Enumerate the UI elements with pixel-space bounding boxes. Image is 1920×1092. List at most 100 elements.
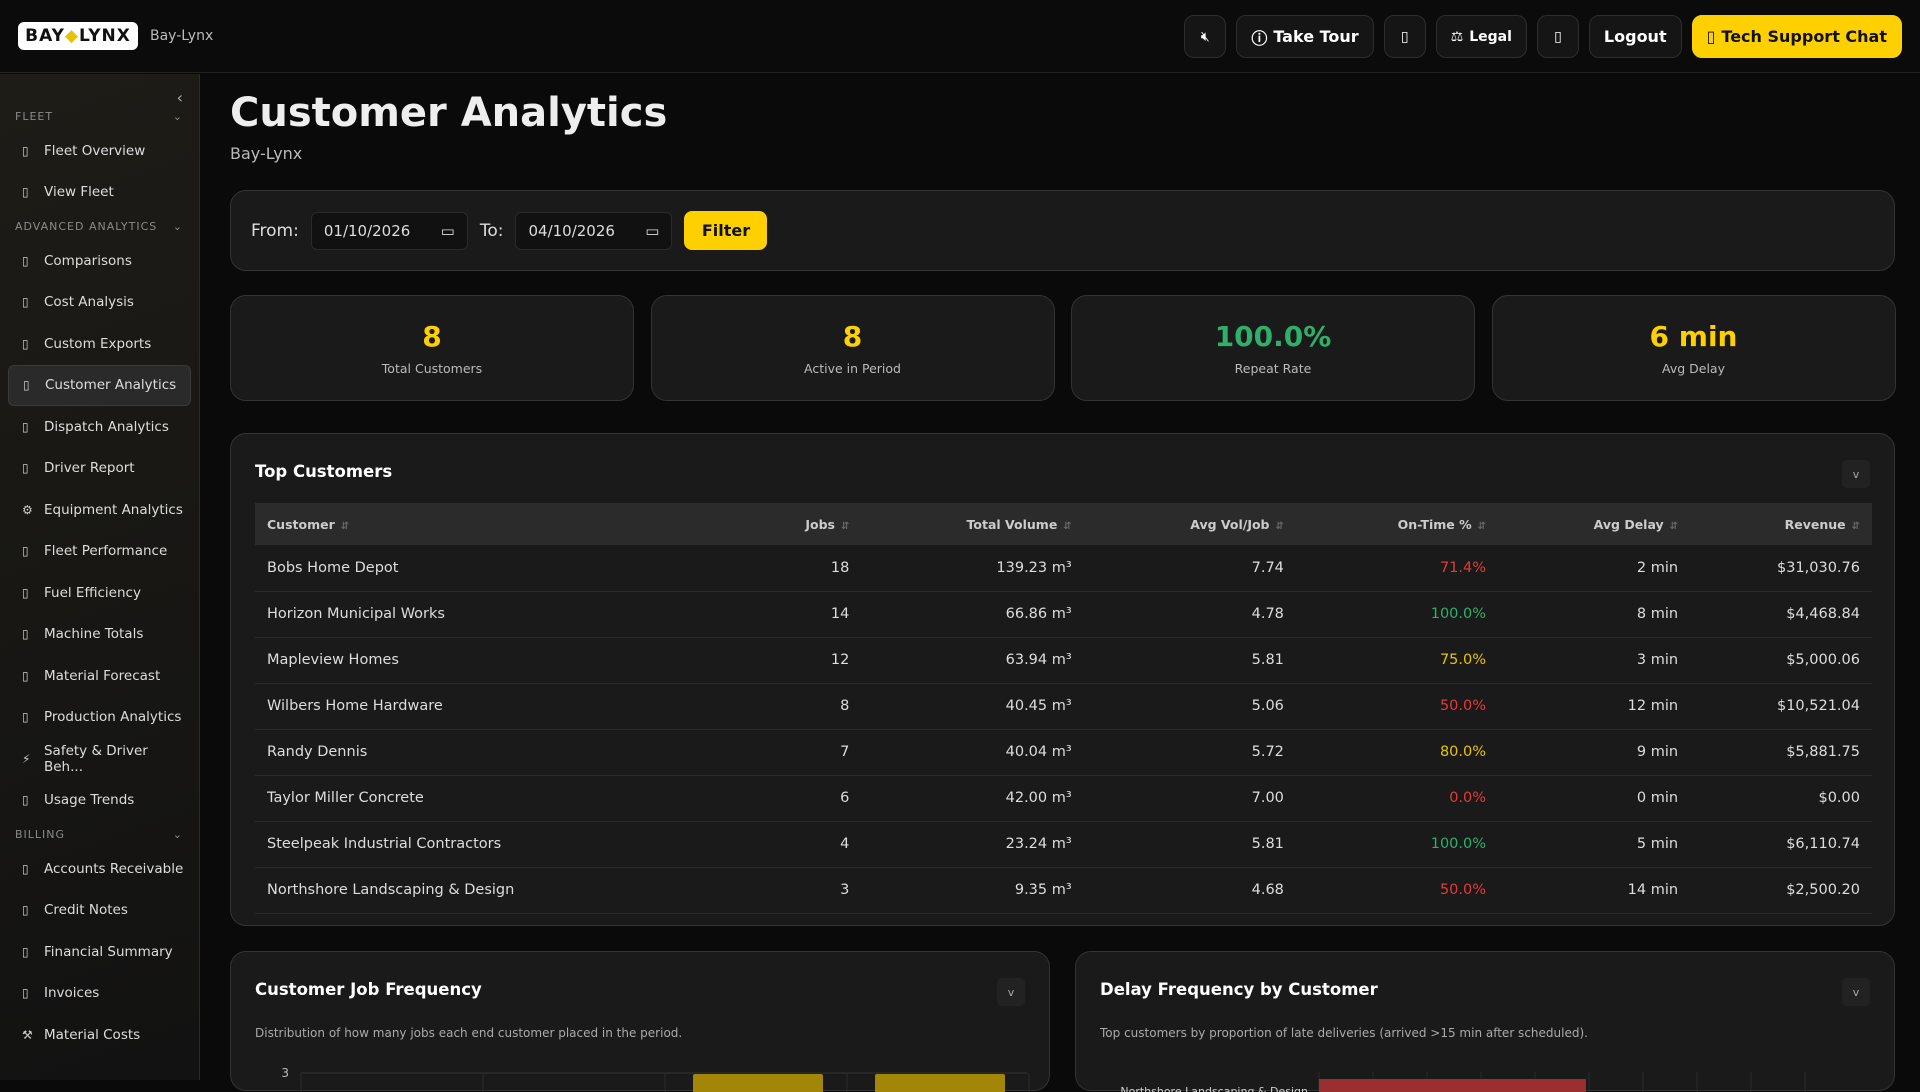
sort-icon[interactable]: ⇵: [1851, 520, 1860, 532]
collapse-sidebar-icon[interactable]: ‹: [176, 88, 183, 107]
table-row[interactable]: Wilbers Home Hardware 8 40.45 m³ 5.06 50.0% 1…: [255, 683, 1872, 730]
page-subtitle: Bay-Lynx: [230, 144, 303, 163]
mute-button[interactable]: 🔇︎: [1184, 15, 1227, 58]
sidebar-item[interactable]: ▯ Accounts Receivable: [22, 860, 184, 877]
sidebar-section-header[interactable]: BILLING ⌄: [15, 828, 183, 841]
table-cell: 42.00 m³: [861, 775, 1084, 822]
table-cell: $0.00: [1690, 775, 1872, 822]
box-icon: ▯: [22, 944, 29, 959]
sort-icon[interactable]: ⇵: [1669, 520, 1679, 532]
sort-icon[interactable]: ⇵: [840, 520, 850, 532]
column-header[interactable]: Total Volume ⇵: [861, 503, 1084, 545]
card-title: Customer Job Frequency: [255, 980, 482, 999]
unknown-icon-button[interactable]: ▯: [1383, 15, 1426, 58]
legal-button[interactable]: ⚖ Legal: [1435, 15, 1527, 58]
table-cell: 14: [740, 591, 862, 638]
sidebar-section-header[interactable]: FLEET ⌄: [15, 110, 183, 123]
table-cell: 71.4%: [1295, 545, 1499, 592]
bar[interactable]: [1319, 1079, 1586, 1092]
calendar-icon[interactable]: ▭: [645, 221, 660, 240]
sidebar-item[interactable]: ⚒ Material Costs: [22, 1026, 141, 1043]
sidebar-item[interactable]: ▯ Credit Notes: [22, 902, 128, 918]
chevron-down-icon: ⌄: [172, 828, 183, 841]
column-header[interactable]: Customer ⇵: [255, 503, 741, 545]
table-row[interactable]: Randy Dennis 7 40.04 m³ 5.72 80.0% 9 min $5,88…: [255, 729, 1872, 776]
collapse-chevron-icon[interactable]: v: [1842, 460, 1870, 488]
sidebar-item[interactable]: ▯ Invoices: [22, 985, 100, 1001]
scales-icon: ⚖: [1450, 28, 1464, 45]
column-header[interactable]: Jobs ⇵: [740, 503, 862, 545]
table-row[interactable]: Northshore Landscaping & Design 3 9.35 m³ 4…: [255, 867, 1872, 914]
collapse-chevron-icon[interactable]: v: [1842, 978, 1870, 1006]
box-icon: ▯: [22, 253, 29, 268]
table-row[interactable]: Taylor Miller Concrete 6 42.00 m³ 7.00 0.0% 0…: [255, 775, 1872, 822]
column-header[interactable]: Revenue ⇵: [1690, 503, 1872, 545]
top-customers-table: Customer ⇵ Jobs ⇵ Total Volume ⇵ Avg Vol/Job ⇵ O…: [255, 503, 1872, 914]
bay-lynx-logo[interactable]: BAY ◆ LYNX: [18, 22, 138, 50]
sidebar: ‹ FLEET ⌄ ▯ Fleet Overview ▯ View Fleet ADVANC…: [0, 74, 200, 1080]
column-header[interactable]: Avg Delay ⇵: [1498, 503, 1691, 545]
sidebar-item[interactable]: ▯ Cost Analysis: [22, 294, 134, 310]
table-cell: 6: [740, 775, 862, 822]
box-icon: ▯: [23, 378, 30, 392]
table-cell: $6,110.74: [1690, 821, 1872, 868]
sidebar-item[interactable]: ⚙ Equipment Analytics: [22, 501, 183, 518]
kpi-label: Repeat Rate: [1234, 361, 1312, 376]
y-tick-label: 3: [281, 1066, 289, 1080]
sidebar-item[interactable]: ▯ Fuel Efficiency: [22, 584, 141, 601]
sort-icon[interactable]: ⇵: [1275, 520, 1284, 532]
box-icon: ▯: [22, 986, 29, 1000]
job-frequency-chart: 3: [281, 1066, 1030, 1092]
sort-icon[interactable]: ⇵: [1063, 520, 1072, 532]
sidebar-item[interactable]: ▯ Custom Exports: [22, 335, 152, 352]
table-row[interactable]: Steelpeak Industrial Contractors 4 23.24 m…: [255, 821, 1872, 868]
sidebar-item[interactable]: ▯ Fleet Overview: [22, 142, 146, 159]
help-circle-icon: ⓘ: [1251, 28, 1268, 48]
kpi-label: Total Customers: [381, 361, 483, 376]
table-cell: 0 min: [1498, 775, 1691, 822]
sidebar-item[interactable]: ▯ Material Forecast: [22, 667, 161, 684]
take-tour-button[interactable]: ⓘ Take Tour: [1236, 15, 1374, 58]
hammer-pick-icon: ⚒: [22, 1027, 33, 1042]
chart-description: Top customers by proportion of late deli…: [1100, 1026, 1588, 1040]
logout-button[interactable]: Logout: [1588, 15, 1682, 58]
calendar-icon[interactable]: ▭: [440, 221, 455, 240]
column-header[interactable]: On-Time % ⇵: [1295, 503, 1499, 545]
sidebar-section-header[interactable]: ADVANCED ANALYTICS ⌄: [15, 220, 183, 233]
kpi-card: 6 min Avg Delay: [1491, 295, 1896, 401]
box-icon: ▯: [22, 861, 29, 876]
kpi-label: Avg Delay: [1662, 361, 1725, 376]
sidebar-item[interactable]: ▯ Comparisons: [22, 252, 132, 269]
sidebar-item[interactable]: ▯ Driver Report: [22, 460, 135, 476]
table-cell: Taylor Miller Concrete: [255, 775, 741, 822]
sidebar-item[interactable]: ▯ View Fleet: [22, 184, 114, 200]
sidebar-item[interactable]: ▯ Financial Summary: [22, 943, 173, 960]
tech-support-chat-button[interactable]: ▯ Tech Support Chat: [1691, 15, 1902, 58]
bar[interactable]: [875, 1074, 1005, 1092]
sort-icon[interactable]: ⇵: [340, 520, 350, 532]
table-cell: Steelpeak Industrial Contractors: [255, 821, 741, 868]
sidebar-item[interactable]: ⚡ Safety & Driver Beh...: [22, 742, 148, 775]
kpi-label: Active in Period: [804, 361, 901, 376]
sidebar-item[interactable]: ▯ Machine Totals: [22, 626, 144, 642]
to-date-input[interactable]: 04/10/2026 ▭: [515, 211, 673, 250]
category-label: Northshore Landscaping & Design: [1120, 1085, 1308, 1092]
sidebar-item[interactable]: ▯ Production Analytics: [22, 709, 182, 725]
sidebar-item[interactable]: ▯ Customer Analytics: [8, 364, 191, 406]
table-row[interactable]: Horizon Municipal Works 14 66.86 m³ 4.78 100…: [255, 591, 1872, 638]
sidebar-item[interactable]: ▯ Fleet Performance: [22, 543, 168, 559]
sidebar-item[interactable]: ▯ Usage Trends: [22, 792, 135, 808]
table-cell: 5.81: [1083, 821, 1296, 868]
collapse-chevron-icon[interactable]: v: [997, 978, 1025, 1006]
filter-button[interactable]: Filter: [684, 211, 768, 250]
table-row[interactable]: Bobs Home Depot 18 139.23 m³ 7.74 71.4% 2 min…: [255, 545, 1872, 592]
from-date-input[interactable]: 01/10/2026 ▭: [310, 211, 468, 250]
column-header[interactable]: Avg Vol/Job ⇵: [1083, 503, 1296, 545]
unknown-icon-button-2[interactable]: ▯: [1536, 15, 1579, 58]
bar[interactable]: [693, 1074, 823, 1092]
sidebar-item[interactable]: ▯ Dispatch Analytics: [22, 418, 169, 435]
gear-icon: ⚙: [22, 502, 33, 517]
table-row[interactable]: Mapleview Homes 12 63.94 m³ 5.81 75.0% 3 min $…: [255, 637, 1872, 684]
sort-icon[interactable]: ⇵: [1477, 520, 1487, 532]
card-title: Top Customers: [255, 462, 393, 481]
